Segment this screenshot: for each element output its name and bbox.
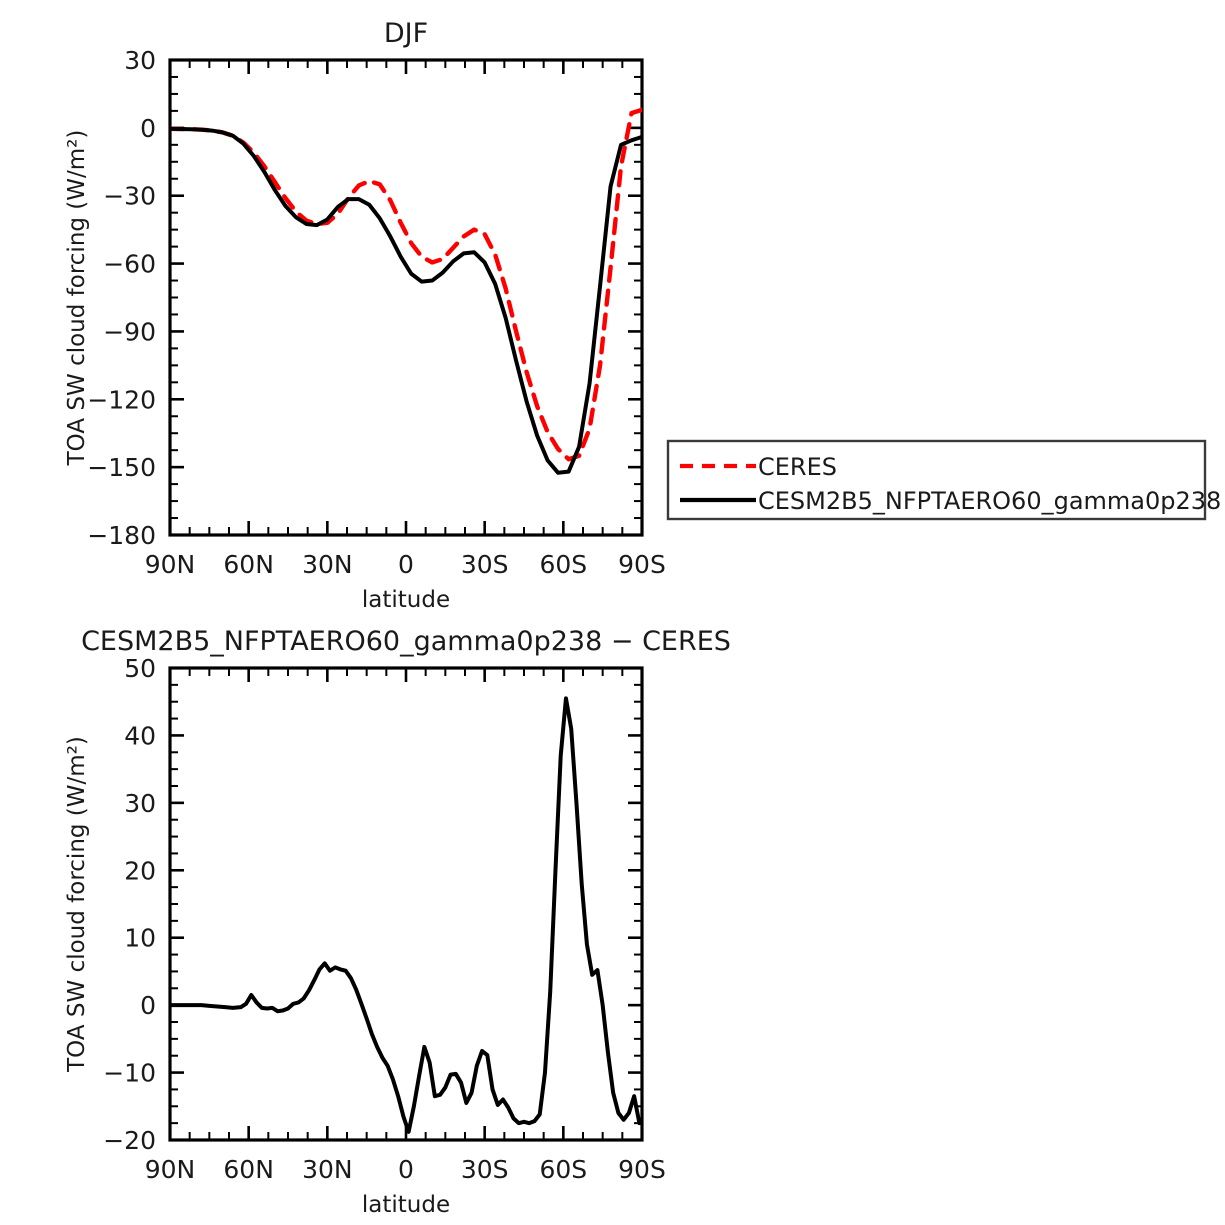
x-tick-label: 0 [398,1155,414,1184]
legend-label-CESM2B5_NFPTAERO60_gamma0p238: CESM2B5_NFPTAERO60_gamma0p238 [758,487,1221,515]
x-tick-label: 60N [223,1155,274,1184]
legend-label-CERES: CERES [758,453,837,481]
series-line-CESM2B5_NFPTAERO60_gamma0p238 − CERES [170,696,642,1134]
series-line-CESM2B5_NFPTAERO60_gamma0p238 [170,126,642,475]
y-tick-label: 30 [124,46,156,75]
y-tick-label: −20 [103,1126,156,1155]
x-tick-label: 60S [539,550,587,579]
y-tick-label: −10 [103,1059,156,1088]
x-tick-label: 30S [461,550,509,579]
bottom-panel-xlabel: latitude [362,1192,450,1218]
y-tick-label: −120 [87,385,156,414]
y-tick-label: 40 [124,721,156,750]
bottom-panel-series-group [170,696,642,1134]
y-tick-label: −30 [103,182,156,211]
y-tick-label: 30 [124,789,156,818]
bottom-panel-title: CESM2B5_NFPTAERO60_gamma0p238 − CERES [81,626,731,657]
y-tick-label: −180 [87,521,156,550]
top-panel-ylabel: TOA SW cloud forcing (W/m²) [64,130,90,467]
top-panel-series-group [170,107,642,475]
series-line-CERES [170,107,642,462]
y-tick-label: 20 [124,856,156,885]
y-tick-label: −90 [103,317,156,346]
y-tick-label: −60 [103,250,156,279]
bottom-panel-ylabel: TOA SW cloud forcing (W/m²) [64,736,90,1073]
x-tick-label: 60S [539,1155,587,1184]
x-tick-label: 30S [461,1155,509,1184]
y-tick-label: 10 [124,924,156,953]
x-tick-label: 90S [618,1155,666,1184]
legend: CERES CESM2B5_NFPTAERO60_gamma0p238 [666,439,1221,521]
x-tick-label: 0 [398,550,414,579]
legend-box [666,439,1207,521]
x-tick-label: 30N [302,1155,353,1184]
x-tick-label: 60N [223,550,274,579]
top-panel-title: DJF [384,18,428,49]
x-tick-label: 90N [145,1155,196,1184]
y-tick-label: 50 [124,654,156,683]
y-tick-label: 0 [140,991,156,1020]
x-tick-label: 30N [302,550,353,579]
y-tick-label: 0 [140,114,156,143]
x-tick-label: 90S [618,550,666,579]
x-tick-label: 90N [145,550,196,579]
top-panel-xlabel: latitude [362,587,450,613]
y-tick-label: −150 [87,453,156,482]
